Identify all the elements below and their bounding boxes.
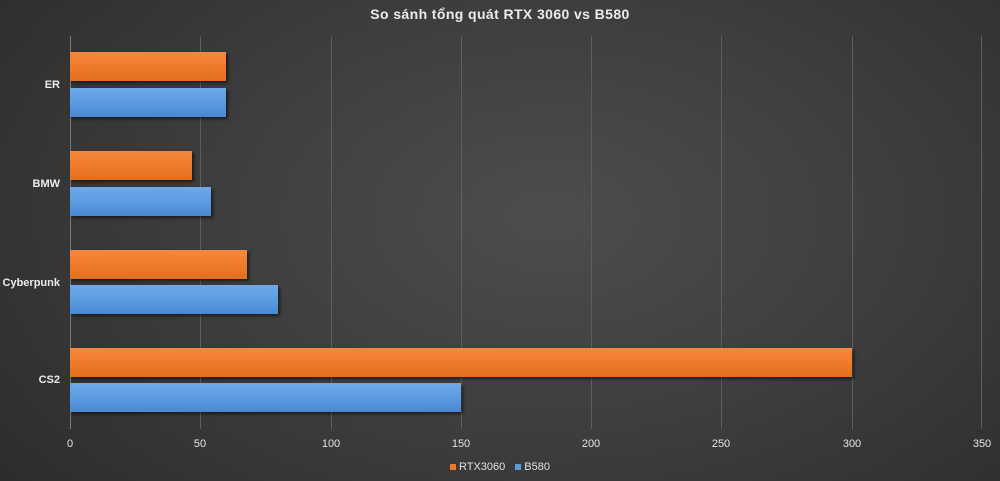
legend-item-rtx3060[interactable]: RTX3060 — [450, 461, 505, 473]
gridline-200 — [591, 36, 592, 429]
legend: RTX3060 B580 — [0, 461, 1000, 473]
x-tick-300: 300 — [842, 438, 862, 450]
bar-cyberpunk-rtx3060 — [70, 250, 248, 279]
bar-er-rtx3060 — [70, 52, 227, 81]
legend-label: RTX3060 — [459, 461, 506, 473]
bar-cs2-rtx3060 — [70, 348, 852, 377]
category-label-cyberpunk: Cyberpunk — [2, 277, 60, 289]
x-tick-150: 150 — [451, 438, 471, 450]
x-tick-250: 250 — [711, 438, 731, 450]
bar-cyberpunk-b580 — [70, 285, 279, 314]
chart-title: So sánh tổng quát RTX 3060 vs B580 — [370, 6, 630, 22]
gridline-250 — [721, 36, 722, 429]
category-label-cs2: CS2 — [38, 374, 60, 386]
bar-bmw-b580 — [70, 187, 211, 216]
gridline-300 — [852, 36, 853, 429]
orange-swatch-icon — [450, 464, 456, 470]
x-tick-0: 0 — [66, 438, 74, 450]
gridline-150 — [461, 36, 462, 429]
blue-swatch-icon — [515, 464, 522, 470]
bar-bmw-rtx3060 — [70, 151, 193, 180]
x-tick-100: 100 — [321, 438, 341, 450]
x-tick-200: 200 — [581, 438, 601, 450]
plot-area — [70, 36, 982, 429]
gridline-350 — [981, 36, 982, 429]
x-tick-350: 350 — [972, 438, 992, 450]
y-axis-line — [70, 36, 71, 429]
bar-cs2-b580 — [70, 383, 461, 412]
category-label-bmw: BMW — [32, 178, 61, 190]
legend-item-b580[interactable]: B580 — [515, 461, 550, 473]
gridline-100 — [331, 36, 332, 429]
gridline-50 — [200, 36, 201, 429]
category-label-er: ER — [44, 79, 60, 91]
x-tick-50: 50 — [193, 438, 207, 450]
legend-label: B580 — [524, 461, 550, 473]
bar-er-b580 — [70, 88, 227, 117]
